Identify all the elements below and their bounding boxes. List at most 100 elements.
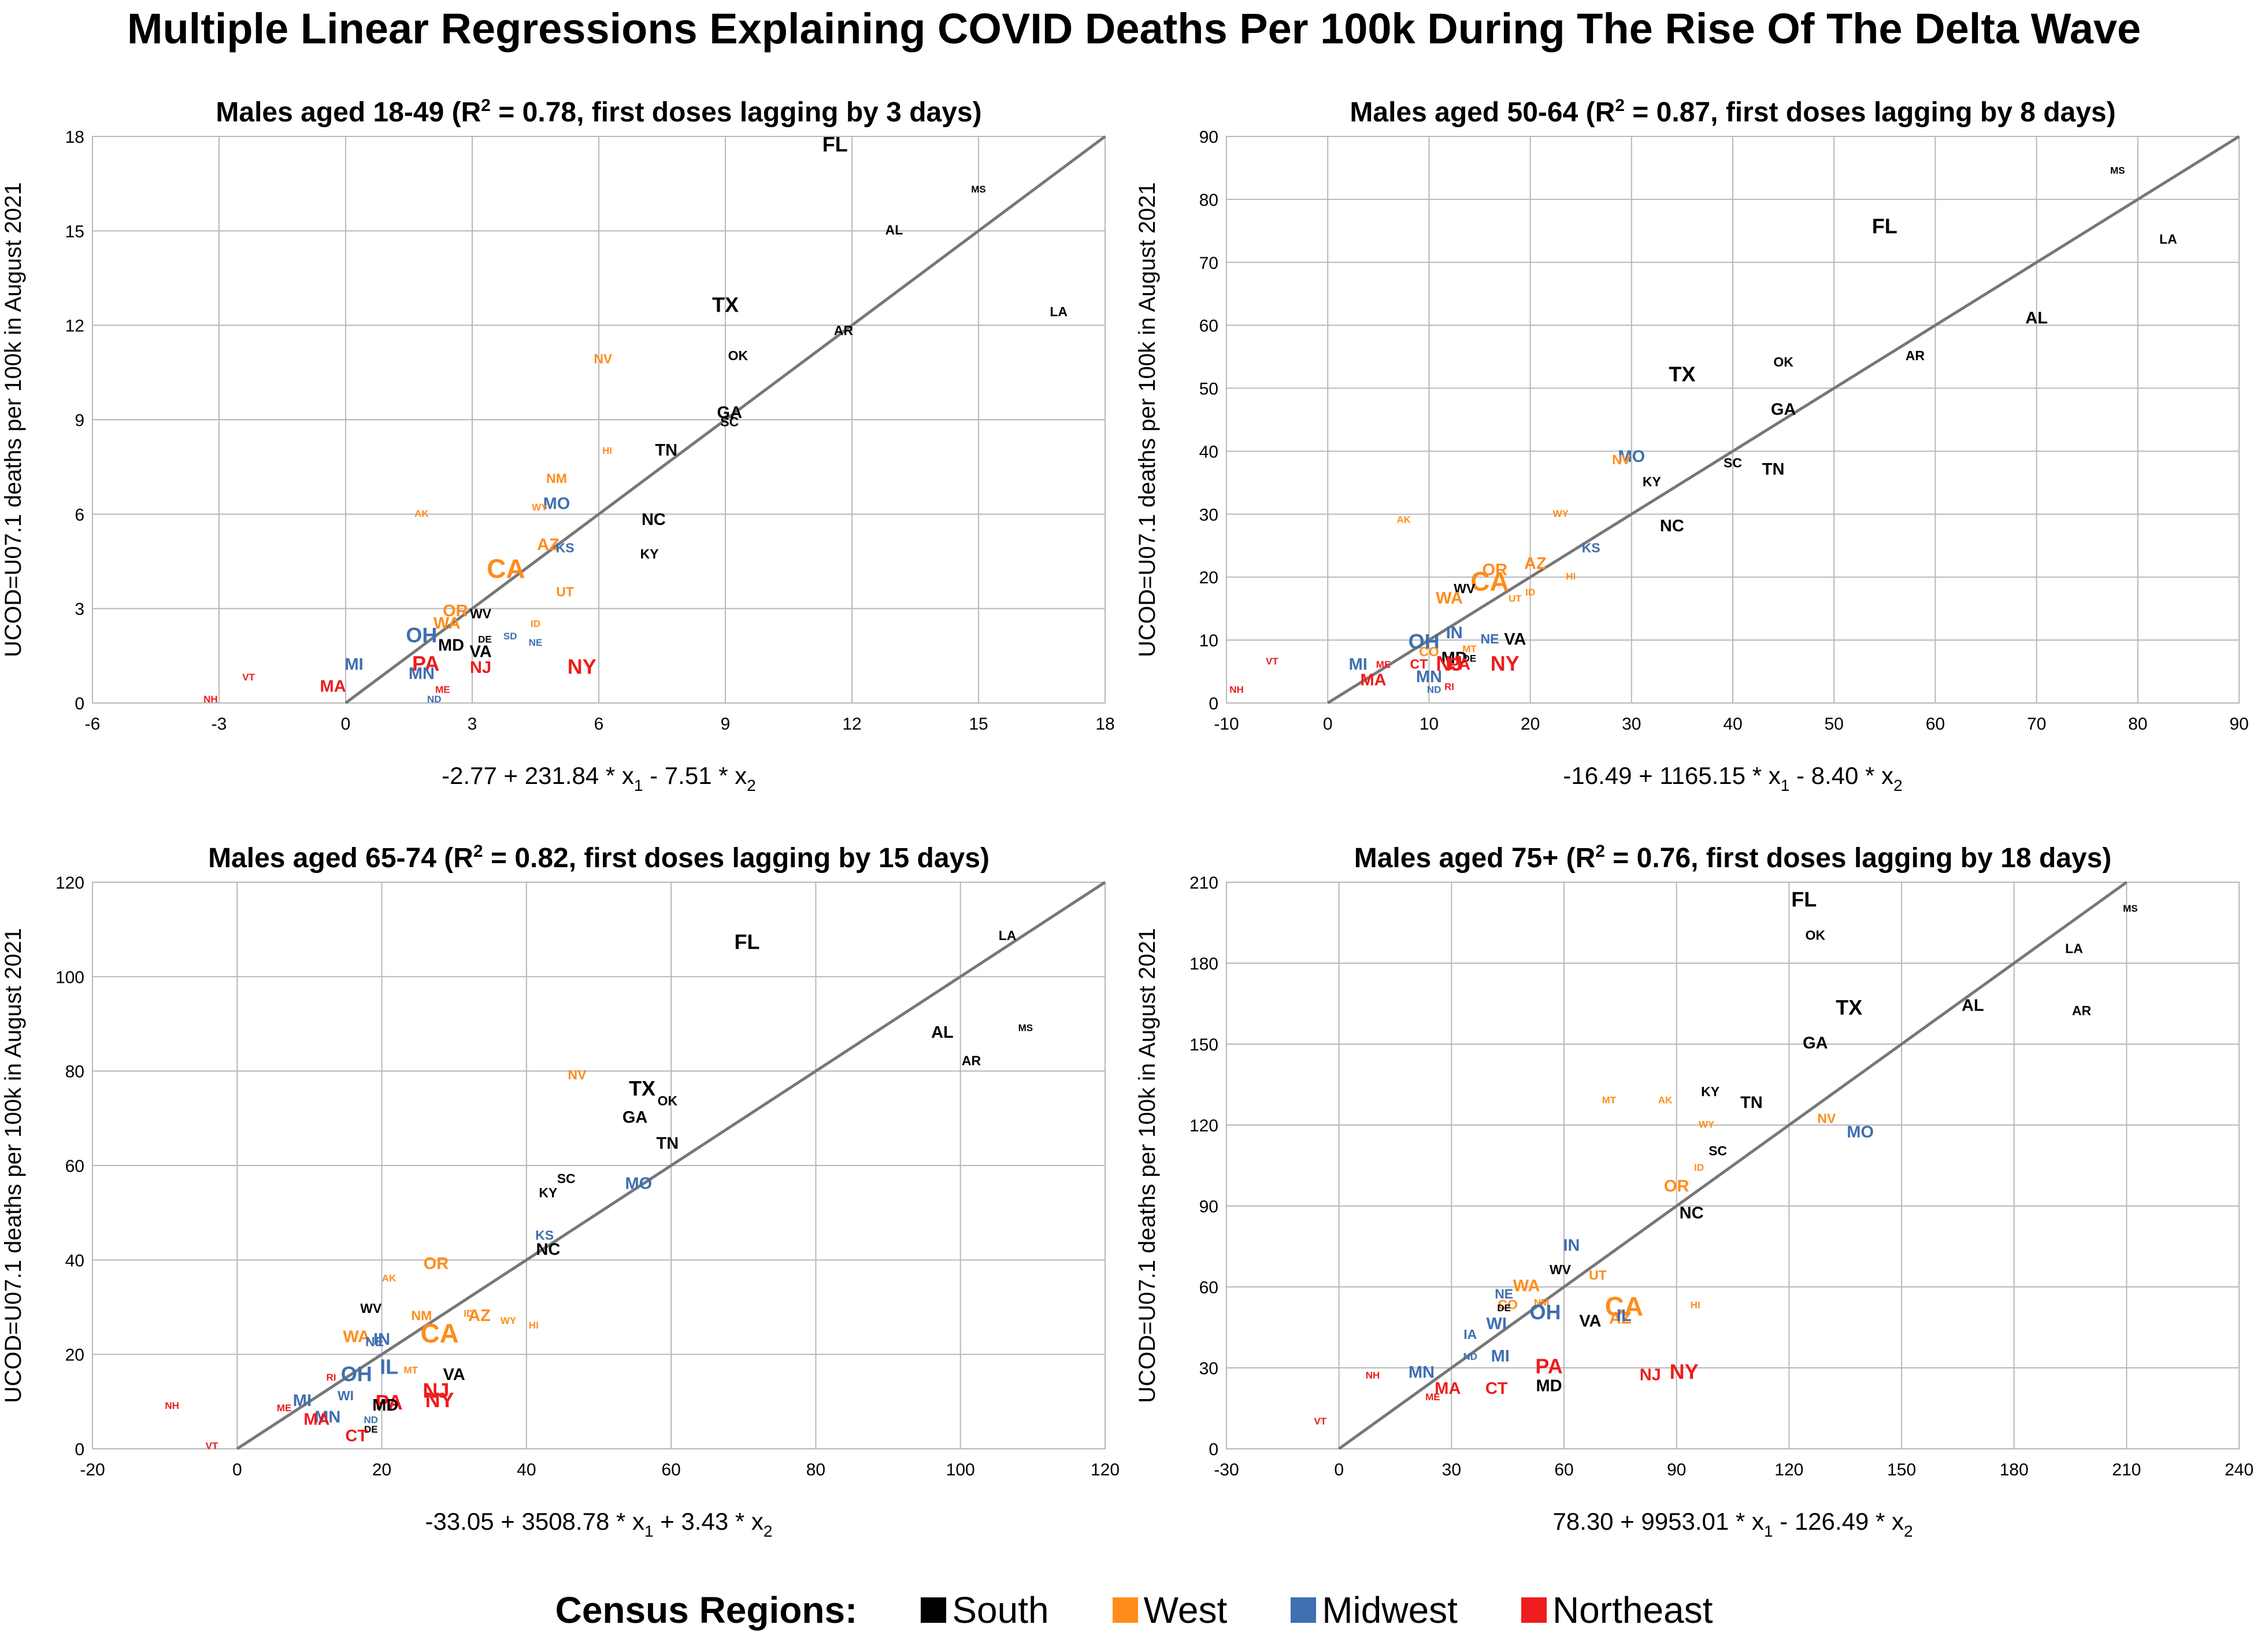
point-tn: TN [1762, 460, 1785, 479]
point-wa: WA [1513, 1277, 1540, 1296]
point-ar: AR [1906, 348, 1925, 363]
point-ma: MA [1435, 1379, 1461, 1398]
point-wv: WV [1550, 1262, 1572, 1277]
equation-subscript: 2 [747, 776, 756, 794]
equation-subscript: 1 [1781, 776, 1790, 794]
point-md: MD [1536, 1377, 1562, 1395]
y-tick-label: 100 [55, 968, 84, 987]
point-ks: KS [556, 540, 575, 555]
x-tick-label: 12 [842, 715, 861, 734]
y-tick-label: 180 [1189, 954, 1218, 974]
point-ma: MA [303, 1411, 329, 1429]
x-tick-label: 30 [1442, 1460, 1461, 1479]
point-ut: UT [1589, 1267, 1607, 1282]
y-tick-label: 30 [1199, 1359, 1218, 1378]
point-ky: KY [1643, 474, 1661, 489]
y-tick-label: 10 [1199, 631, 1218, 650]
legend-swatch-midwest [1291, 1597, 1317, 1623]
point-wa: WA [433, 615, 461, 633]
point-ny: NY [568, 655, 596, 679]
point-fl: FL [735, 930, 760, 954]
point-ne: NE [1481, 631, 1499, 646]
chart-title: Males aged 50-64 (R2 = 0.87, first doses… [1350, 96, 2115, 128]
x-tick-label: 10 [1420, 715, 1439, 734]
point-wi: WI [1486, 1315, 1506, 1333]
point-ma: MA [1360, 671, 1386, 690]
y-tick-label: 150 [1189, 1035, 1218, 1055]
chart-title-part: = 0.87, first doses lagging by 8 days) [1625, 97, 2116, 128]
point-sc: SC [720, 415, 739, 430]
x-tick-label: 60 [661, 1460, 680, 1479]
point-ri: RI [326, 1372, 336, 1383]
equation-part: -2.77 + 231.84 * x [442, 762, 634, 789]
y-tick-label: 3 [75, 600, 84, 619]
point-al: AL [931, 1023, 954, 1042]
x-tick-label: -30 [1214, 1460, 1239, 1479]
equation-part: 78.30 + 9953.01 * x [1552, 1508, 1763, 1535]
y-tick-label: 15 [65, 222, 84, 241]
y-tick-label: 20 [65, 1346, 84, 1365]
chart-title-part: = 0.82, first doses lagging by 15 days) [483, 843, 990, 874]
point-nh: NH [1229, 685, 1244, 695]
x-tick-label: 0 [1334, 1460, 1344, 1479]
point-ut: UT [1509, 593, 1522, 604]
equation-part: - 7.51 * x [643, 762, 747, 789]
point-mn: MN [1409, 1363, 1435, 1382]
point-wy: WY [501, 1315, 517, 1326]
point-oh: OH [1409, 630, 1440, 653]
equation-subscript: 1 [1764, 1522, 1773, 1540]
point-vt: VT [1314, 1416, 1326, 1427]
point-ne: NE [365, 1334, 384, 1349]
x-tick-label: -3 [212, 715, 227, 734]
chart-title-superscript: 2 [481, 96, 491, 115]
point-or: OR [424, 1255, 449, 1273]
point-or: OR [443, 602, 468, 620]
point-la: LA [2065, 941, 2083, 956]
point-ut: UT [556, 584, 574, 600]
point-fl: FL [1791, 887, 1817, 911]
point-mn: MN [409, 665, 435, 683]
point-co: CO [1419, 644, 1439, 659]
point-wi: WI [338, 1388, 354, 1403]
point-me: ME [435, 685, 450, 695]
point-pa: PA [375, 1390, 402, 1414]
point-la: LA [999, 928, 1017, 943]
point-pa: PA [1535, 1355, 1562, 1378]
regression-equation: -33.05 + 3508.78 * x1 + 3.43 * x2 [425, 1508, 773, 1540]
point-md: MD [372, 1396, 398, 1415]
point-co: CO [1498, 1297, 1518, 1312]
point-sc: SC [1724, 455, 1742, 470]
point-mi: MI [1491, 1347, 1510, 1366]
point-ne: NE [1495, 1286, 1513, 1301]
legend-label-west: West [1143, 1589, 1228, 1631]
point-nd: ND [1427, 685, 1441, 695]
point-la: LA [2159, 232, 2177, 247]
y-tick-label: 40 [1199, 442, 1218, 461]
x-tick-label: 0 [1323, 715, 1333, 734]
y-tick-label: 60 [65, 1157, 84, 1176]
point-ma: MA [320, 677, 346, 695]
point-tx: TX [712, 293, 739, 317]
point-nh: NH [1366, 1370, 1380, 1381]
point-ct: CT [345, 1427, 368, 1445]
chart-title: Males aged 75+ (R2 = 0.76, first doses l… [1354, 842, 2112, 874]
point-ks: KS [1582, 540, 1600, 555]
point-ga: GA [622, 1108, 648, 1127]
point-az: AZ [468, 1307, 491, 1325]
point-va: VA [470, 643, 492, 661]
x-tick-label: 90 [1667, 1460, 1686, 1479]
equation-subscript: 2 [1904, 1522, 1913, 1540]
scatter-chart-65-74: Males aged 65-74 (R2 = 0.82, first doses… [1, 842, 1120, 1540]
point-az: AZ [1524, 554, 1547, 573]
regression-line [236, 880, 1106, 1451]
equation-subscript: 2 [764, 1522, 773, 1540]
chart-panel-males-75plus: Males aged 75+ (R2 = 0.76, first doses l… [1134, 833, 2268, 1578]
x-tick-label: 100 [946, 1460, 975, 1479]
regression-equation: -16.49 + 1165.15 * x1 - 8.40 * x2 [1563, 762, 1902, 794]
chart-panel-males-18-49: Males aged 18-49 (R2 = 0.78, first doses… [0, 87, 1134, 833]
x-tick-label: 70 [2027, 715, 2046, 734]
y-tick-label: 120 [55, 874, 84, 893]
point-de: DE [1497, 1303, 1511, 1314]
x-tick-label: 80 [2128, 715, 2147, 734]
